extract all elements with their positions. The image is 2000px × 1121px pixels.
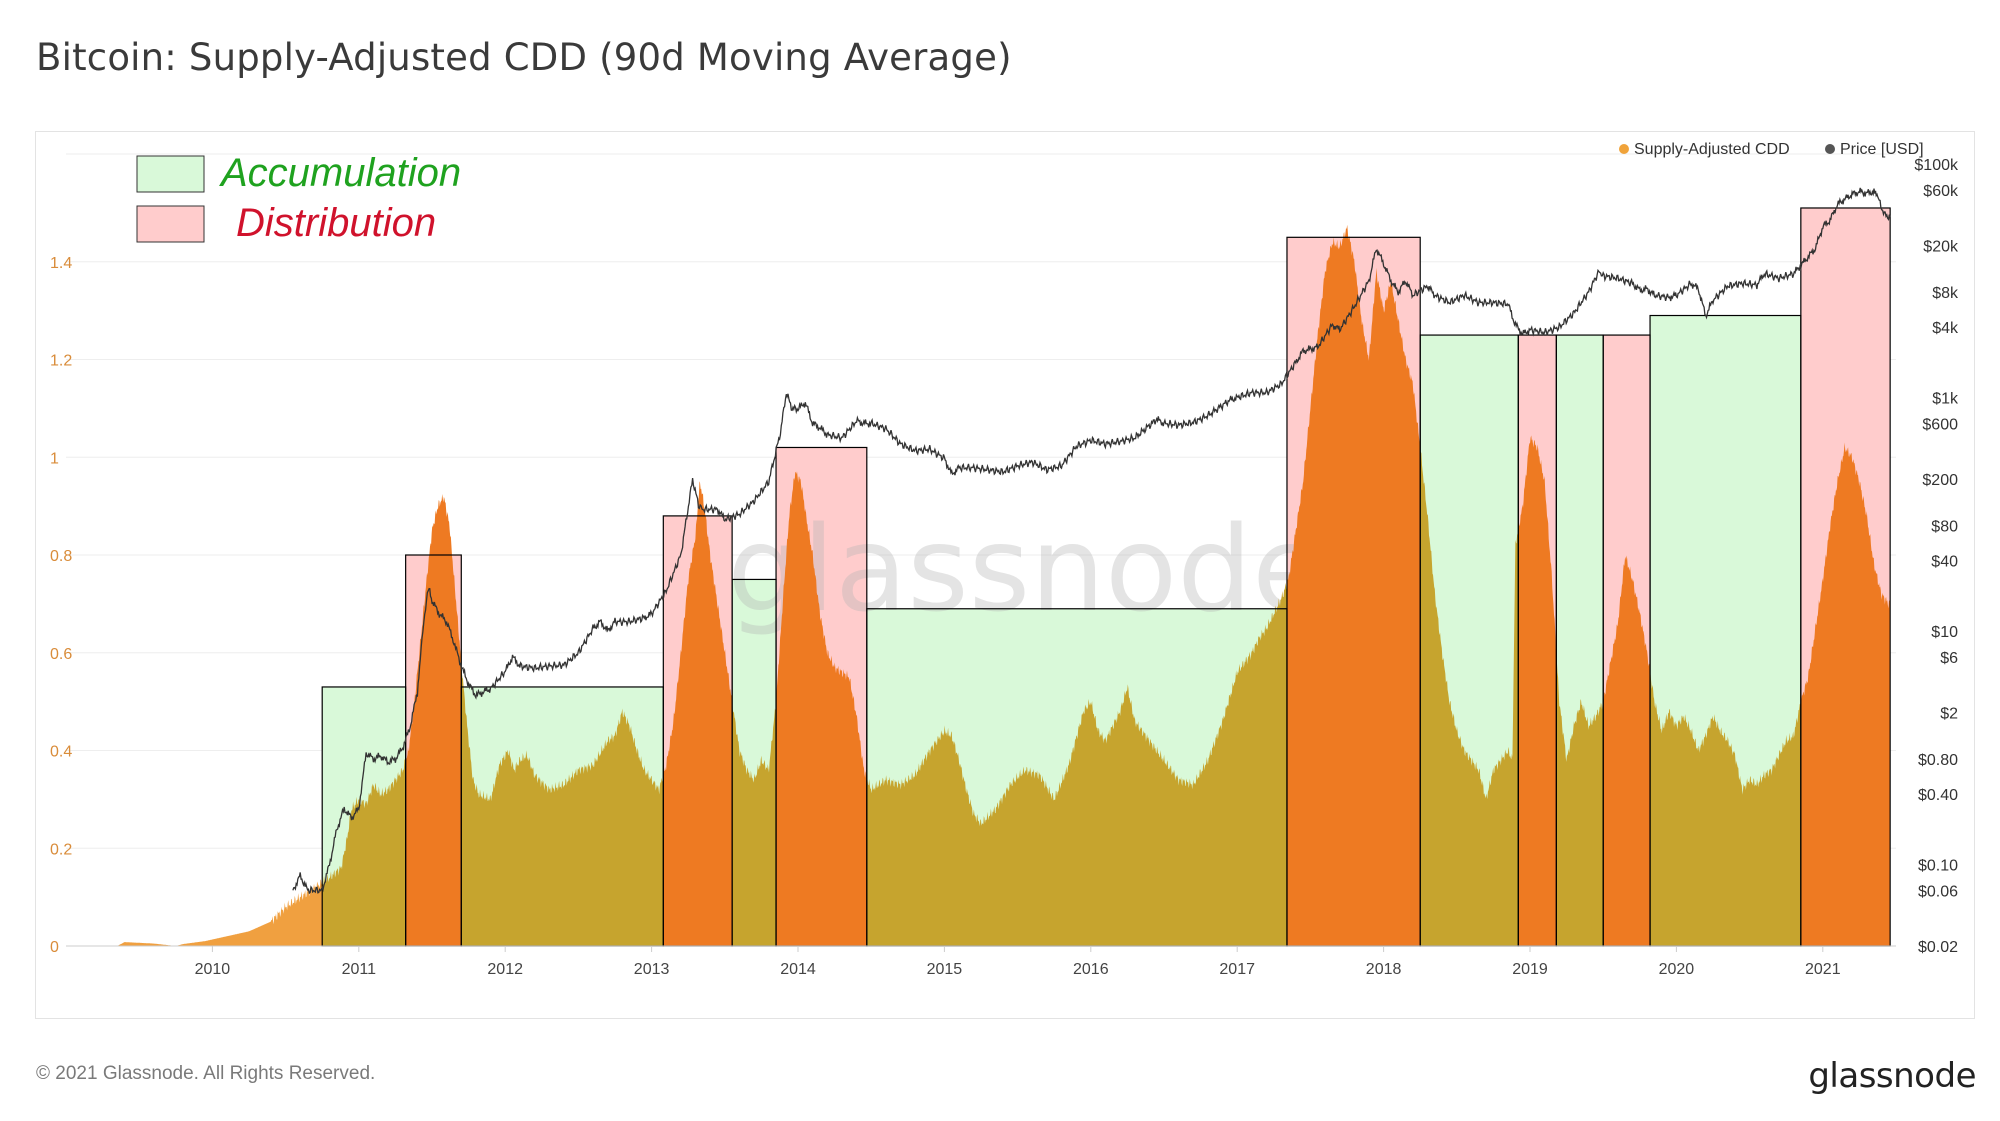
y-right-tick-label: $0.40 — [1918, 787, 1958, 804]
distribution-legend-swatch — [136, 205, 205, 243]
cdd-area-accumulation — [322, 759, 406, 946]
cdd-chart: glassnode 0 0.2 0.4 0.6 0.8 1 1.2 1.4 $0.02 $0.06… — [50, 141, 1959, 978]
y-right-tick-label: $0.80 — [1918, 752, 1958, 769]
cdd-area-distribution — [663, 481, 733, 946]
legend-marker — [1825, 144, 1835, 154]
y-left-tick-label: 0.4 — [50, 744, 72, 761]
y-left-tick-label: 0.6 — [50, 646, 72, 663]
cdd-area-accumulation — [866, 582, 1287, 946]
cdd-area-distribution — [1603, 555, 1650, 946]
x-tick-label: 2021 — [1805, 961, 1841, 978]
chart-panel: glassnode 0 0.2 0.4 0.6 0.8 1 1.2 1.4 $0.02 $0.06… — [35, 131, 1975, 1019]
y-right-tick-label: $0.10 — [1918, 857, 1958, 874]
y-left-tick-label: 0.8 — [50, 548, 72, 565]
distribution-legend-label: Distribution — [236, 201, 436, 245]
cdd-area-pre-2011 — [66, 879, 323, 946]
axes: 0 0.2 0.4 0.6 0.8 1 1.2 1.4 $0.02 $0.06 $0.10 $0.40… — [50, 157, 1959, 978]
cdd-area-accumulation — [461, 659, 664, 946]
y-right-tick-label: $8k — [1932, 285, 1959, 302]
brand-logo[interactable]: glassnode — [1808, 1056, 1976, 1096]
annotation-legend: Accumulation Distribution — [136, 151, 461, 245]
cdd-area — [66, 224, 1891, 947]
y-left-tick-label: 1.4 — [50, 255, 72, 272]
y-right-tick-label: $40 — [1931, 554, 1958, 571]
y-right-tick-label: $20k — [1923, 239, 1959, 256]
legend-marker — [1619, 144, 1629, 154]
page-title: Bitcoin: Supply-Adjusted CDD (90d Moving… — [36, 36, 1012, 79]
y-right-tick-label: $0.02 — [1918, 939, 1958, 956]
cdd-area-distribution — [1800, 442, 1891, 946]
cdd-area-distribution — [776, 471, 867, 946]
y-right-tick-label: $4k — [1932, 320, 1959, 337]
y-right-tick-label: $80 — [1931, 519, 1958, 536]
x-tick-label: 2012 — [487, 961, 523, 978]
chart-legend: Supply-Adjusted CDD Price [USD] — [1619, 141, 1924, 158]
y-right-tick-label: $600 — [1922, 416, 1958, 433]
x-tick-label: 2011 — [342, 961, 377, 978]
x-tick-label: 2016 — [1073, 961, 1109, 978]
x-tick-label: 2015 — [927, 961, 963, 978]
y-left-tick-label: 1.2 — [50, 353, 72, 370]
cdd-area-distribution — [1518, 435, 1557, 946]
cdd-area-accumulation — [732, 697, 776, 946]
y-right-tick-label: $1k — [1932, 390, 1959, 407]
copyright-text: © 2021 Glassnode. All Rights Reserved. — [36, 1063, 376, 1084]
cdd-area-distribution — [1287, 224, 1421, 947]
y-right-tick-label: $200 — [1922, 472, 1958, 489]
y-right-tick-label: $100k — [1914, 157, 1959, 174]
legend-label: Supply-Adjusted CDD — [1634, 141, 1790, 158]
watermark: glassnode — [727, 500, 1324, 638]
y-right-tick-label: $2 — [1940, 706, 1958, 723]
y-right-tick-label: $10 — [1931, 624, 1958, 641]
y-right-tick-label: $0.06 — [1918, 883, 1958, 900]
x-tick-label: 2013 — [634, 961, 670, 978]
accumulation-legend-label: Accumulation — [219, 151, 461, 195]
x-tick-label: 2019 — [1512, 961, 1548, 978]
x-tick-label: 2018 — [1366, 961, 1402, 978]
y-right-tick-label: $6 — [1940, 650, 1958, 667]
y-left-tick-label: 0 — [50, 939, 59, 956]
y-right-tick-label: $60k — [1923, 183, 1959, 200]
legend-label: Price [USD] — [1840, 141, 1924, 158]
y-left-tick-label: 1 — [50, 450, 59, 467]
cdd-area-accumulation — [1650, 672, 1801, 946]
x-tick-label: 2010 — [195, 961, 231, 978]
x-tick-label: 2020 — [1659, 961, 1695, 978]
price-line — [292, 187, 1891, 895]
cdd-area-accumulation — [1556, 653, 1604, 946]
x-tick-label: 2014 — [780, 961, 816, 978]
accumulation-legend-swatch — [136, 155, 205, 193]
x-tick-label: 2017 — [1219, 961, 1255, 978]
y-left-tick-label: 0.2 — [50, 841, 72, 858]
cdd-area-accumulation — [1420, 451, 1519, 946]
cdd-area-distribution — [405, 494, 462, 946]
price-series-line — [292, 187, 1891, 895]
